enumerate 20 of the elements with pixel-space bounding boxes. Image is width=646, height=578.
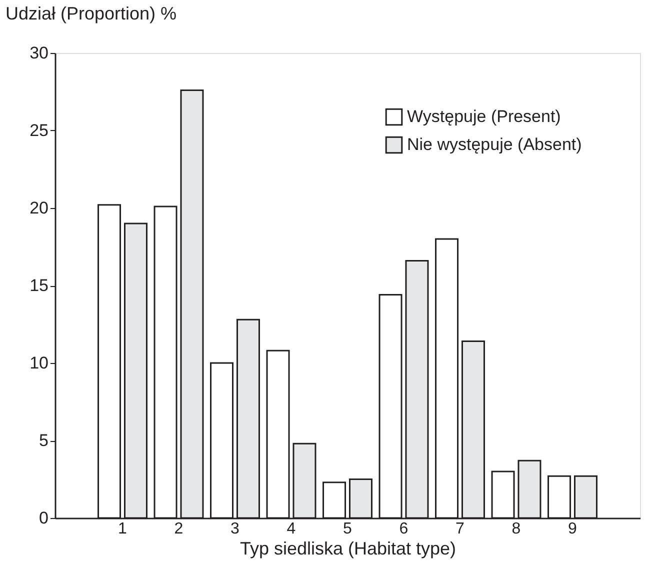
y-tick-label: 15 <box>30 276 48 295</box>
y-tick-label: 5 <box>39 431 48 450</box>
x-tick-label: 5 <box>343 520 352 538</box>
y-tick-label: 20 <box>30 198 48 218</box>
legend-label: Występuje (Present) <box>407 107 561 126</box>
y-tick-label: 30 <box>30 44 48 62</box>
x-tick-label: 3 <box>230 520 240 538</box>
x-tick-label: 8 <box>512 520 521 538</box>
y-axis-title: Udział (Proportion) % <box>6 4 177 24</box>
x-tick-label: 1 <box>118 520 128 538</box>
y-tick-label: 25 <box>30 121 48 140</box>
y-tick-label: 10 <box>30 354 48 372</box>
y-tick-label: 0 <box>39 508 48 528</box>
x-tick-label: 7 <box>456 520 465 538</box>
x-tick-label: 2 <box>174 520 184 538</box>
x-tick-label: 6 <box>399 520 408 538</box>
legend-label: Nie występuje (Absent) <box>407 135 582 154</box>
x-tick-label: 4 <box>286 520 296 538</box>
x-tick-label: 9 <box>568 520 578 538</box>
x-axis-title: Typ siedliska (Habitat type) <box>240 538 456 558</box>
